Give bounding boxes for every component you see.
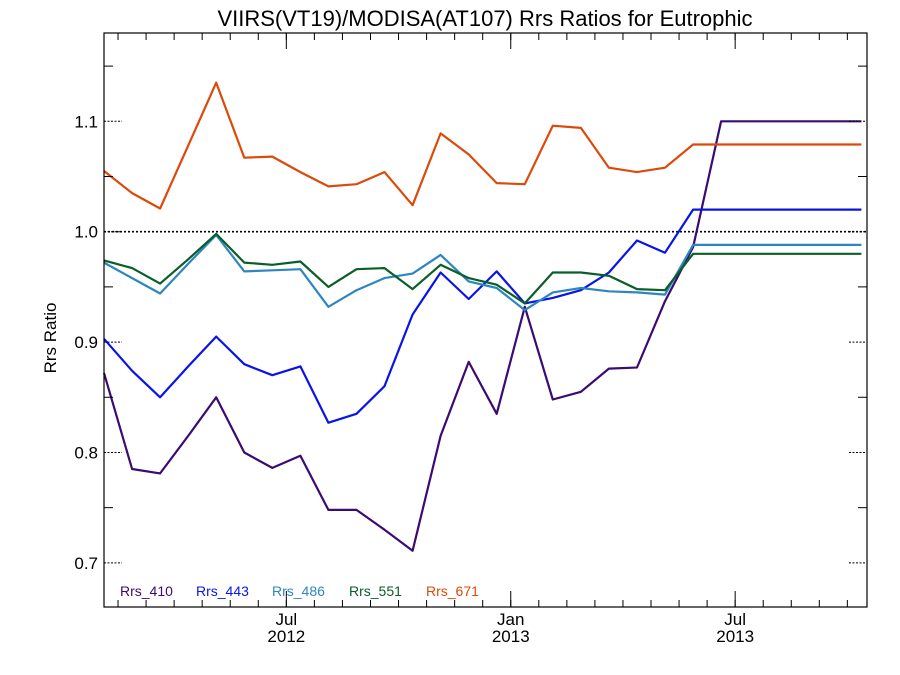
series-line-Rrs_410 <box>102 120 862 552</box>
series-layer <box>102 81 862 552</box>
x-tick-label-year: 2013 <box>716 627 754 646</box>
y-axis-label: Rrs Ratio <box>41 303 60 374</box>
legend-entry-Rrs_671: Rrs_671 <box>426 583 479 599</box>
x-tick-label-month: Jan <box>497 610 524 629</box>
y-tick-label: 0.9 <box>74 333 98 352</box>
y-tick-label: 1.1 <box>74 112 98 131</box>
x-tick-label-month: Jul <box>724 610 746 629</box>
series-line-Rrs_443 <box>103 208 862 424</box>
series-Rrs_551 <box>103 232 862 305</box>
x-tick-label-month: Jul <box>275 610 297 629</box>
legend-entry-Rrs_410: Rrs_410 <box>120 583 173 599</box>
legend-entry-Rrs_443: Rrs_443 <box>196 583 249 599</box>
series-Rrs_443 <box>103 208 862 424</box>
series-line-Rrs_551 <box>103 232 862 305</box>
x-tick-label-year: 2012 <box>267 627 305 646</box>
chart-title: VIIRS(VT19)/MODISA(AT107) Rrs Ratios for… <box>217 6 752 31</box>
series-Rrs_486 <box>103 233 862 312</box>
y-tick-label: 0.7 <box>74 554 98 573</box>
legend-layer: Rrs_410 Rrs_443 Rrs_486 Rrs_551 Rrs_671 <box>120 583 479 599</box>
x-tick-label-year: 2013 <box>492 627 530 646</box>
y-tick-label: 1.0 <box>74 223 98 242</box>
series-line-Rrs_671 <box>103 81 862 210</box>
series-line-Rrs_486 <box>103 233 862 312</box>
y-tick-label: 0.8 <box>74 443 98 462</box>
legend-entry-Rrs_551: Rrs_551 <box>349 583 402 599</box>
series-Rrs_671 <box>103 81 862 210</box>
legend-entry-Rrs_486: Rrs_486 <box>272 583 325 599</box>
plot-frame <box>103 32 868 608</box>
series-Rrs_410 <box>102 120 862 552</box>
